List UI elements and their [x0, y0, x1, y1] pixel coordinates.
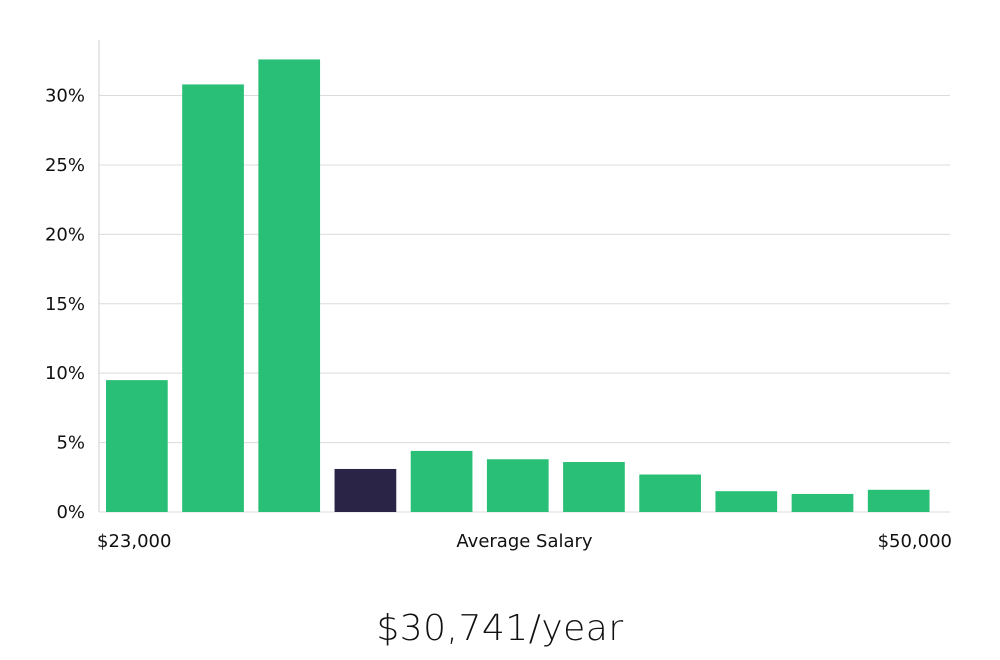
bar — [106, 380, 168, 512]
bar — [410, 450, 473, 512]
average-salary-headline: $30,741/year — [376, 608, 624, 649]
bar — [715, 491, 778, 512]
y-tick-label: 10% — [45, 363, 85, 384]
bar — [867, 489, 930, 512]
y-tick-label: 15% — [45, 294, 85, 315]
bars — [106, 59, 930, 513]
y-tick-label: 25% — [45, 155, 85, 176]
x-axis-label: Average Salary — [456, 531, 593, 552]
y-axis-ticks: 0% 5% 10% 15% 20% 25% 30% — [45, 86, 85, 523]
bar-highlighted — [334, 468, 397, 512]
bar — [563, 462, 625, 512]
y-tick-label: 0% — [56, 502, 85, 523]
y-tick-label: 5% — [56, 433, 85, 454]
bar — [639, 474, 701, 512]
salary-histogram: 0% 5% 10% 15% 20% 25% 30% $23,000 Average Sala… — [45, 40, 952, 552]
x-max-label: $50,000 — [878, 531, 952, 552]
bar — [258, 59, 321, 512]
bar — [791, 493, 854, 512]
x-min-label: $23,000 — [97, 531, 171, 552]
y-tick-label: 20% — [45, 224, 85, 245]
bar — [182, 84, 244, 513]
y-tick-label: 30% — [45, 86, 85, 107]
bar — [486, 459, 549, 512]
